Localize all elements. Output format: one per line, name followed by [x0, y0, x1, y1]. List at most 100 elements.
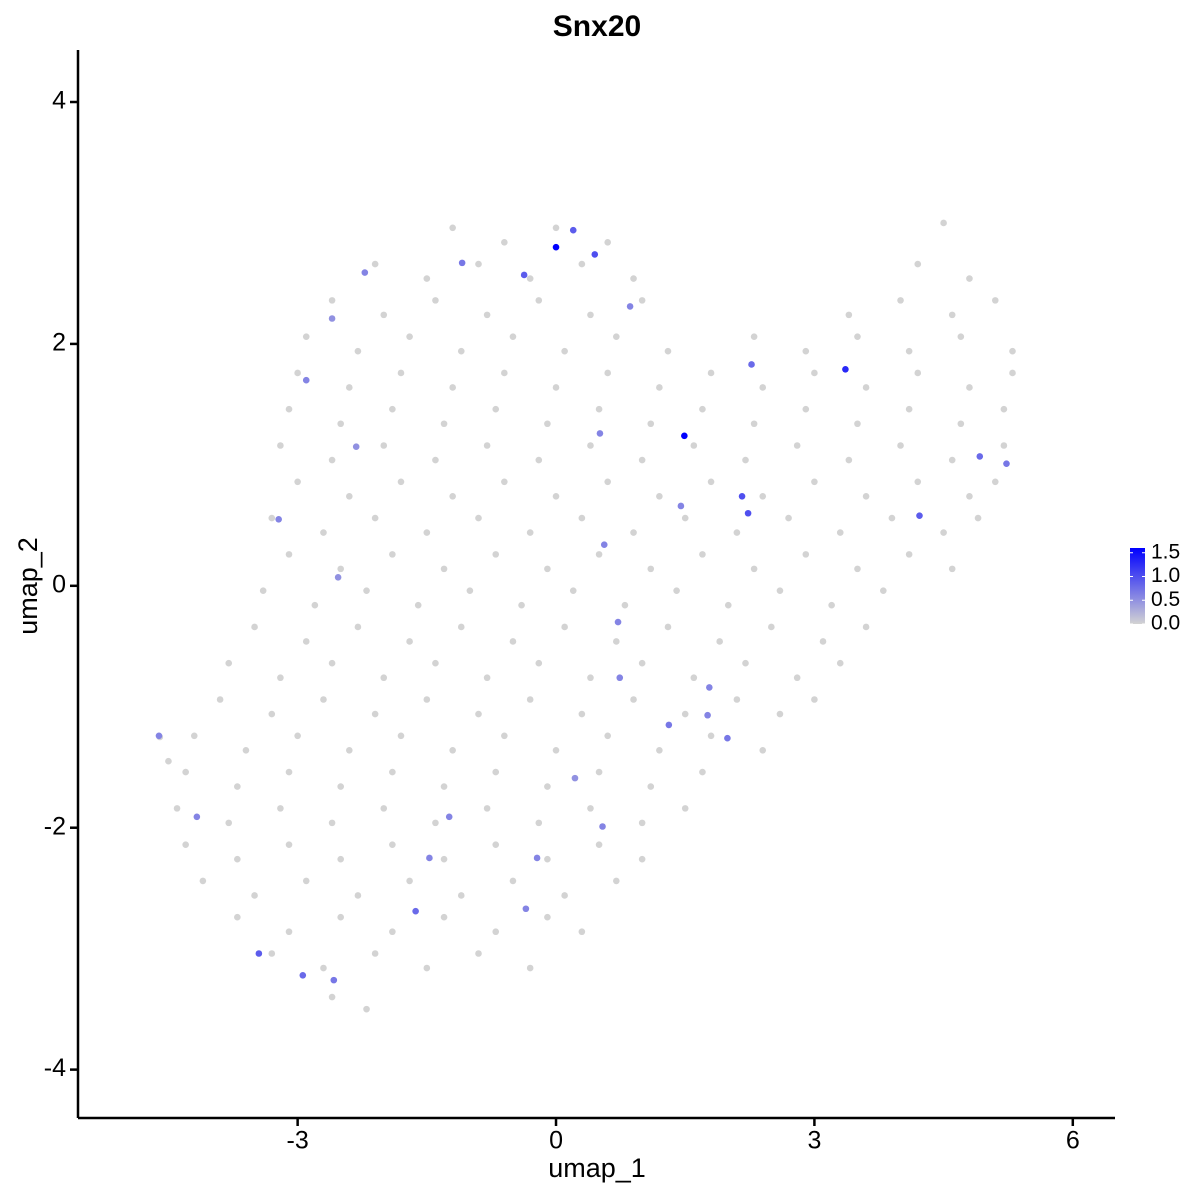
- point: [234, 783, 241, 790]
- point: [976, 453, 984, 460]
- point: [285, 841, 293, 848]
- point: [320, 696, 327, 703]
- point: [647, 783, 655, 790]
- point: [626, 303, 634, 310]
- point: [690, 674, 698, 682]
- point: [1000, 405, 1008, 413]
- point: [165, 757, 172, 765]
- point: [302, 376, 310, 384]
- point: [704, 711, 711, 719]
- point: [354, 892, 362, 899]
- point: [862, 493, 870, 500]
- point: [457, 347, 465, 355]
- point: [621, 601, 629, 609]
- point: [706, 684, 713, 691]
- point: [768, 623, 775, 631]
- point: [182, 841, 189, 848]
- point: [251, 892, 258, 899]
- point: [862, 384, 870, 391]
- point: [578, 260, 586, 268]
- point: [285, 928, 293, 936]
- point: [966, 384, 973, 391]
- point: [630, 696, 637, 703]
- point: [836, 529, 844, 536]
- point: [311, 601, 319, 609]
- point: [742, 456, 749, 464]
- point: [432, 659, 439, 667]
- point: [255, 950, 263, 957]
- point: [445, 813, 453, 821]
- point: [294, 478, 301, 486]
- point: [492, 405, 500, 413]
- point: [595, 768, 603, 776]
- point: [897, 297, 904, 304]
- point: [750, 333, 758, 340]
- point: [337, 913, 344, 921]
- point: [337, 783, 344, 790]
- point: [1000, 442, 1008, 449]
- point: [552, 224, 560, 232]
- point: [750, 420, 758, 428]
- point: [526, 529, 534, 536]
- point: [638, 456, 646, 464]
- point: [492, 551, 500, 558]
- point: [836, 659, 844, 667]
- point: [677, 502, 685, 510]
- point: [225, 819, 233, 827]
- point: [854, 420, 861, 428]
- point: [544, 855, 551, 863]
- point: [845, 311, 853, 319]
- point: [423, 696, 431, 703]
- point: [535, 819, 543, 827]
- point: [940, 529, 947, 536]
- point: [759, 384, 767, 391]
- point: [234, 855, 241, 863]
- point: [397, 369, 405, 377]
- point: [905, 405, 913, 413]
- point: [776, 710, 784, 718]
- y-tick-label: -4: [44, 1054, 66, 1082]
- point: [509, 638, 517, 645]
- point: [1009, 347, 1016, 355]
- point: [371, 260, 379, 268]
- point: [578, 928, 586, 936]
- point: [905, 551, 913, 558]
- point: [380, 311, 388, 319]
- colorbar-tick-label: 1.0: [1151, 564, 1180, 587]
- point: [501, 369, 508, 377]
- point: [302, 638, 310, 645]
- point: [526, 964, 534, 972]
- point: [285, 768, 293, 776]
- point: [302, 877, 310, 885]
- point: [389, 405, 396, 413]
- point: [535, 456, 543, 464]
- point: [742, 659, 749, 667]
- point: [380, 805, 388, 812]
- point: [483, 311, 491, 319]
- point: [681, 514, 689, 522]
- point: [595, 551, 603, 558]
- y-axis-label: umap_2: [13, 537, 43, 635]
- point: [748, 361, 755, 368]
- point: [854, 333, 861, 340]
- point: [544, 783, 551, 790]
- point: [614, 618, 622, 626]
- point: [587, 442, 594, 449]
- point: [352, 443, 360, 451]
- point: [426, 854, 433, 862]
- point: [793, 442, 801, 449]
- point: [785, 514, 792, 522]
- point: [501, 732, 508, 740]
- point: [320, 964, 327, 972]
- point: [337, 855, 344, 863]
- point: [320, 529, 327, 536]
- x-tick-label: 3: [807, 1127, 821, 1155]
- point: [337, 565, 344, 573]
- point: [600, 541, 608, 548]
- point: [561, 892, 568, 899]
- point: [802, 551, 810, 558]
- point: [518, 601, 525, 609]
- point: [275, 515, 282, 523]
- point: [380, 674, 388, 682]
- point: [842, 366, 849, 373]
